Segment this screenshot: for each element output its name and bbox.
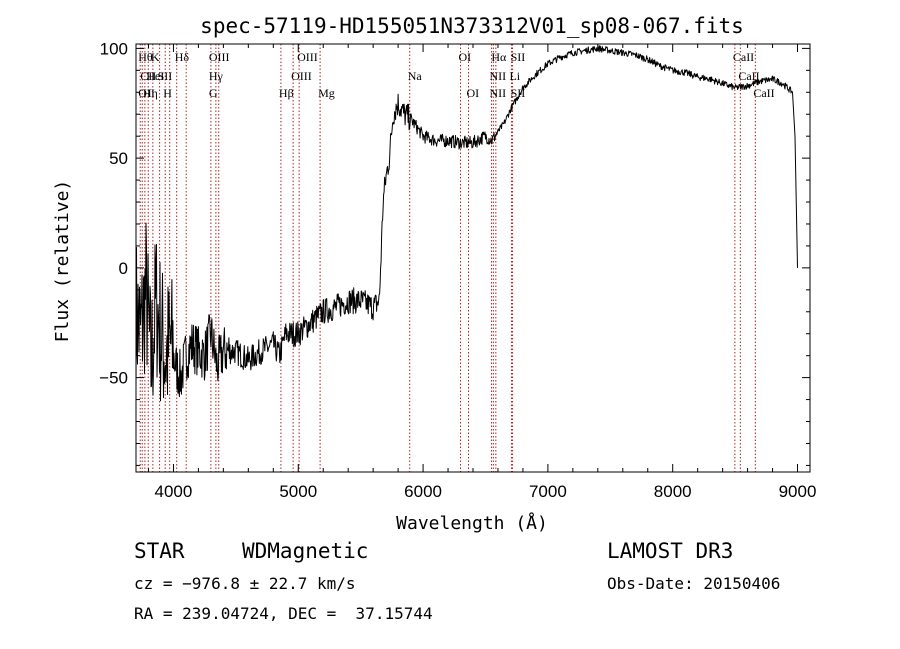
marker-label-10-1: Hγ [209,69,224,83]
marker-label-18-0: OI [459,50,472,64]
x-tick-label-5: 9000 [779,482,817,501]
marker-label-20-1: NII [489,86,506,100]
x-tick-label-1: 5000 [279,482,317,501]
y-axis-label: Flux (relative) [52,180,73,343]
object-subclass: WDMagnetic [242,539,369,563]
marker-label-14-0: OIII [291,69,312,83]
marker-label-26-0: CaII [738,69,759,83]
object-type: STAR [134,539,185,563]
marker-label-8-0: Hδ [175,50,190,64]
marker-label-16-0: Mg [318,86,335,100]
marker-label-1-0: CII [140,69,156,83]
marker-label-27-0: CaII [753,86,774,100]
y-axis-ticks: −50 0 50 100 [99,39,810,466]
plot-frame [135,43,811,473]
x-axis-ticks: 4000 5000 6000 7000 8000 9000 [147,44,817,501]
marker-label-17-0: Na [408,69,423,83]
marker-label-20-0: NII [489,69,506,83]
spectrum-line [135,45,798,402]
y-tick-label-2: 50 [109,149,128,168]
y-tick-label-1: 0 [119,259,128,278]
marker-label-24-0: SII [511,50,526,64]
redshift-readout: cz = −976.8 ± 22.7 km/s [134,574,356,593]
marker-label-2-0: Hη [143,86,158,100]
marker-label-5-0: SII [158,69,173,83]
chart-title: spec-57119-HD155051N373312V01_sp08-067.f… [200,14,744,38]
x-tick-label-3: 7000 [529,482,567,501]
marker-label-10-2: G [209,86,218,100]
x-axis-label: Wavelength (Å) [396,512,548,534]
marker-label-4-0: K [151,50,160,64]
marker-label-0-1: OII [138,86,155,100]
marker-label-3-0: HeI [146,69,164,83]
marker-label-13-0: Hβ [279,86,294,100]
marker-label-19-0: OI [467,86,480,100]
marker-label-6-0: H [163,86,172,100]
marker-label-15-0: OIII [297,50,318,64]
coordinates-readout: RA = 239.04724, DEC = 37.15744 [134,604,433,623]
marker-label-25-0: CaII [733,50,754,64]
observation-date: Obs-Date: 20150406 [607,574,781,593]
marker-label-21-0: Hα [491,50,507,64]
survey-name: LAMOST DR3 [607,539,734,563]
y-tick-label-0: −50 [99,369,128,388]
x-tick-label-0: 4000 [155,482,193,501]
marker-label-23-0: Li [509,69,520,83]
marker-label-0-0: Hθ [138,50,153,64]
spectral-line-markers [139,44,756,472]
y-tick-label-3: 100 [100,39,128,58]
x-tick-label-4: 8000 [654,482,692,501]
marker-label-10-0: OIII [209,50,230,64]
x-tick-label-2: 6000 [404,482,442,501]
spectral-line-labels: Hθ OII CII Hη HeI K SII H Hδ OIII Hγ G Hβ OIII OIII Mg N… [138,50,774,100]
